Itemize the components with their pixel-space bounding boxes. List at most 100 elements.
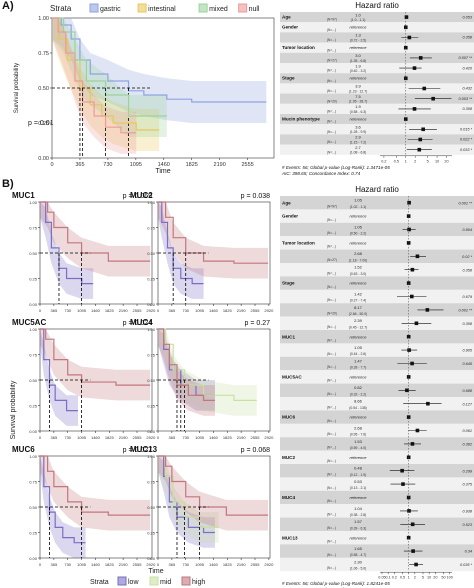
x-tick-label: 2555: [133, 435, 143, 440]
forest-ref-point: [406, 334, 411, 339]
ci-band-high: [158, 329, 215, 416]
forest-hr-value: 1.9: [355, 104, 361, 109]
forest-point: [426, 401, 430, 406]
forest-pvalue: 0.523: [462, 523, 472, 527]
x-tick-label: 365: [75, 162, 84, 168]
forest-n-label: (N=...): [327, 271, 336, 275]
x-tick-label: 2190: [237, 562, 247, 567]
x-tick-label: 2190: [119, 562, 129, 567]
y-tick-label: 0.00: [29, 429, 38, 434]
forest-ref-point: [406, 214, 411, 218]
forest-hr-value: 2.68: [354, 251, 363, 256]
x-tick-label: 1460: [91, 435, 101, 440]
forest-axis-tick-label: 2: [414, 159, 416, 163]
forest-n-label: (N=...): [327, 486, 336, 490]
forest-n-label: (N=...): [327, 89, 336, 93]
y-tick-label: 1.00: [147, 454, 156, 459]
forest-ci-value: (0.27 - 7.4): [350, 299, 367, 303]
forest-hr-value: 2.39: [354, 318, 363, 323]
forest-point: [418, 137, 423, 142]
forest-pvalue: 0.432: [462, 87, 472, 91]
forest-n-label: (N=...): [327, 526, 336, 530]
forest-ci-value: (0.58 - 6.3): [350, 110, 367, 114]
forest-ci-value: (1.18 - 7.00): [349, 258, 367, 262]
forest-point: [410, 522, 415, 527]
legend-swatch-low: [117, 576, 127, 586]
forest-point: [405, 388, 409, 393]
forest-axis-tick-label: 20: [444, 159, 448, 163]
ci-band-high: [158, 456, 269, 531]
forest-row: [280, 477, 474, 491]
y-tick-label: 0.50: [29, 505, 38, 510]
forest-row: [280, 249, 474, 263]
forest-axis-tick-label: 2: [414, 576, 416, 580]
ci-band-high: [40, 456, 151, 531]
x-tick-label: 730: [64, 308, 71, 313]
panel-b-label: B): [2, 178, 14, 190]
x-tick-label: 0: [39, 562, 42, 567]
forest-hr-value: reference: [350, 415, 368, 420]
forest-row: [280, 423, 474, 438]
forest-hr-value: reference: [350, 116, 368, 121]
forest-point: [410, 361, 414, 366]
forest-pvalue: 0.001 **: [458, 201, 472, 205]
legend-label-mixed: mixed: [209, 6, 228, 13]
ci-band-high: [40, 202, 151, 277]
forest-ref-point: [406, 241, 411, 245]
x-tick-label: 2190: [119, 308, 129, 313]
forest-hr-value: 2.9: [355, 135, 361, 140]
forest-n-label: (N=...): [327, 285, 336, 289]
legend-label-mid: mid: [160, 579, 171, 586]
legend-title: Strata: [90, 579, 109, 586]
forest-ci-value: (2.66 - 50.0): [349, 312, 367, 316]
forest-hr-value: 1.05: [354, 345, 363, 350]
forest-ci-value: (1.23 - 12.7): [349, 89, 367, 93]
y-tick-label: 1.00: [29, 454, 38, 459]
forest-pvalue: 0.358: [462, 36, 472, 40]
forest-pvalue: 0.061: [462, 429, 472, 433]
forest-ci-value: (0.95 - 7.6): [350, 433, 367, 437]
forest-n-label: (N=...): [327, 338, 336, 342]
forest-hr-value: 0.53: [354, 479, 363, 484]
forest-n-label: (N=...): [327, 405, 336, 409]
y-tick-label: 0.75: [29, 480, 38, 485]
plot-frame: [39, 328, 153, 432]
forest-point: [411, 549, 415, 553]
x-tick-label: 2190: [214, 162, 226, 168]
ci-band-low: [158, 202, 204, 299]
forest-ci-value: (0.44 - 2.6): [350, 352, 367, 356]
forest-variable-label: Age: [282, 14, 291, 19]
forest-hr-value: 3.9: [355, 84, 361, 89]
x-tick-label: 2190: [119, 435, 129, 440]
ci-band-intestinal: [52, 18, 160, 151]
y-tick-label: 0.75: [147, 353, 156, 358]
forest-hr-value: 1.0: [355, 12, 361, 17]
x-tick-label: 2920: [264, 308, 274, 313]
forest-n-label: (N=97): [327, 18, 337, 22]
x-tick-label: 1825: [105, 562, 115, 567]
x-tick-label: 1095: [77, 308, 87, 313]
forest-point: [418, 56, 423, 60]
forest-hr-value: reference: [350, 334, 368, 339]
y-tick-label: 0.25: [147, 277, 156, 282]
y-tick-label: 0.75: [38, 51, 49, 57]
forest-row: [280, 490, 474, 505]
legend-swatch-mixed: [198, 3, 208, 13]
km-title-muc2: MUC2: [130, 191, 153, 200]
forest-point: [415, 254, 420, 259]
forest-hr-value: 2.7: [355, 145, 361, 150]
forest-n-label: (N=...): [327, 432, 336, 436]
x-tick-label: 365: [51, 435, 58, 440]
km-title-muc6: MUC6: [12, 445, 35, 454]
legend-swatch-high: [181, 576, 191, 586]
x-tick-label: 730: [182, 435, 189, 440]
forest-pvalue: 0.382: [462, 443, 472, 447]
forest-hr-value: 8.17: [354, 305, 363, 310]
forest-n-label: (N=...): [327, 379, 336, 383]
forest-axis-tick-label: 0.2: [381, 159, 386, 163]
forest-pvalue: 0.035 *: [460, 563, 473, 567]
forest-hr-value: reference: [350, 281, 368, 286]
x-tick-label: 2920: [264, 562, 274, 567]
forest-ci-value: (0.28 - 7.7): [350, 366, 367, 370]
forest-row: [280, 410, 474, 424]
